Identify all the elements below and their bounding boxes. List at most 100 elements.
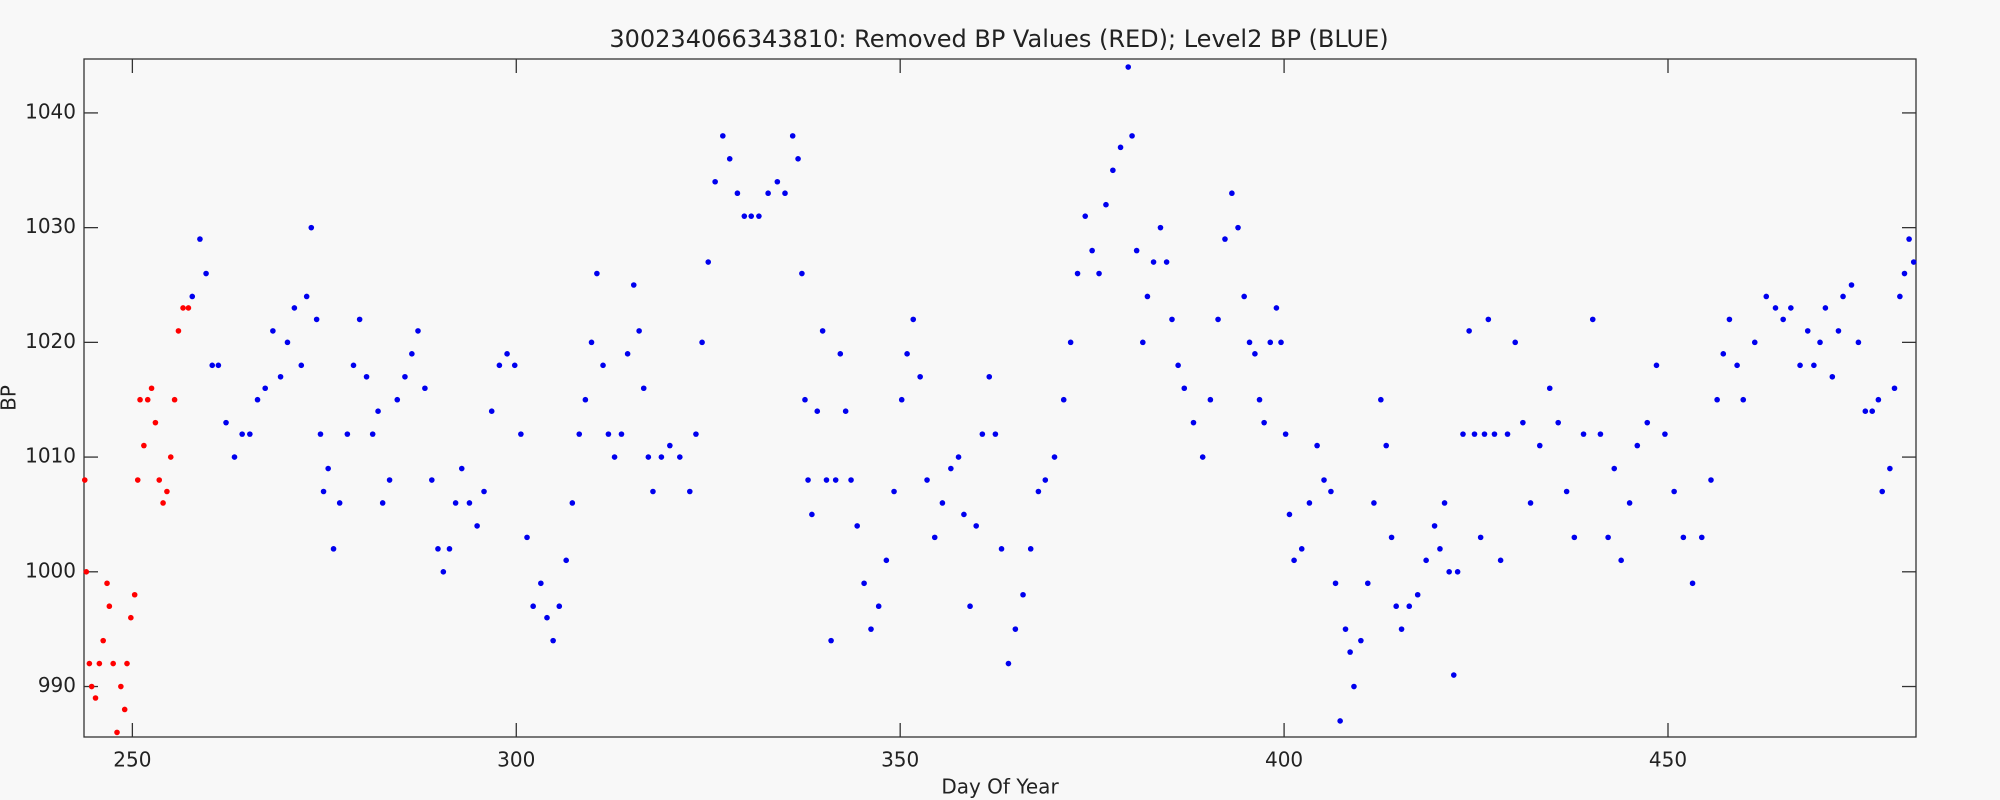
data-point <box>422 385 428 392</box>
data-point <box>1512 339 1519 346</box>
data-point <box>446 546 453 552</box>
data-point <box>1103 201 1109 208</box>
data-point <box>356 316 363 323</box>
data-point <box>1110 167 1116 174</box>
data-point <box>1491 431 1498 437</box>
data-point <box>1278 339 1284 346</box>
data-point <box>576 431 583 437</box>
data-point <box>134 477 141 483</box>
data-point <box>1393 603 1399 610</box>
data-point <box>1840 293 1846 300</box>
data-point <box>992 431 999 437</box>
data-point <box>789 133 796 139</box>
data-point <box>1133 247 1140 254</box>
data-point <box>1460 431 1466 437</box>
data-point <box>832 477 839 483</box>
data-point <box>1597 431 1604 437</box>
x-tick-label: 300 <box>497 748 535 772</box>
data-point <box>429 477 435 483</box>
x-tick-label: 250 <box>113 748 151 772</box>
data-point <box>325 465 331 472</box>
data-point <box>636 328 642 334</box>
data-point <box>588 339 595 346</box>
data-point <box>1235 224 1241 231</box>
data-point <box>1855 339 1862 346</box>
data-point <box>1229 190 1235 197</box>
data-point <box>1306 500 1313 506</box>
data-point <box>667 442 673 449</box>
data-point <box>1342 626 1349 632</box>
data-point <box>582 396 589 403</box>
data-point <box>254 396 261 403</box>
data-point <box>1144 293 1151 300</box>
data-point <box>96 660 103 667</box>
data-point <box>1520 419 1526 426</box>
data-point <box>1364 580 1371 587</box>
data-point <box>1089 247 1095 254</box>
data-point <box>883 557 890 564</box>
data-point <box>1740 396 1747 403</box>
data-point <box>1074 270 1081 277</box>
data-point <box>1207 396 1214 403</box>
data-point <box>394 396 401 403</box>
data-point <box>1383 442 1390 449</box>
data-point <box>712 178 718 185</box>
data-point <box>1897 293 1903 300</box>
data-point <box>1571 534 1578 541</box>
data-point <box>1286 511 1293 518</box>
data-point <box>262 385 269 392</box>
data-point <box>386 477 393 483</box>
data-point <box>1358 637 1364 644</box>
data-point <box>350 362 357 369</box>
data-point <box>175 328 182 334</box>
data-point <box>605 431 612 437</box>
data-point <box>1291 557 1297 564</box>
data-point <box>1096 270 1102 277</box>
data-point <box>330 546 337 552</box>
data-point <box>1241 293 1247 300</box>
y-tick-label: 1020 <box>25 329 76 353</box>
y-tick-label: 1030 <box>25 214 76 238</box>
data-point <box>1466 328 1472 334</box>
data-point <box>1450 672 1457 678</box>
data-point <box>805 477 811 483</box>
data-point <box>1471 431 1478 437</box>
data-point <box>458 465 465 472</box>
data-point <box>1181 385 1188 392</box>
data-point <box>910 316 917 323</box>
data-point <box>594 270 600 277</box>
data-point <box>1414 591 1421 598</box>
data-point <box>1378 396 1384 403</box>
data-point <box>104 580 110 587</box>
data-point <box>1536 442 1543 449</box>
data-point <box>939 500 946 506</box>
data-point <box>1140 339 1146 346</box>
data-point <box>1199 454 1206 460</box>
data-point <box>720 133 726 139</box>
data-point <box>1332 580 1339 587</box>
data-point <box>1082 213 1089 219</box>
data-point <box>917 373 923 380</box>
data-point <box>1423 557 1429 564</box>
data-point <box>1680 534 1687 541</box>
data-point <box>435 546 441 552</box>
data-point <box>118 683 124 690</box>
data-point <box>167 454 174 460</box>
x-tick-label: 350 <box>881 748 919 772</box>
data-point <box>284 339 291 346</box>
data-point <box>600 362 606 369</box>
data-point <box>748 213 755 219</box>
data-point <box>842 408 849 414</box>
plot-frame <box>83 58 1917 738</box>
data-point <box>171 396 178 403</box>
data-point <box>1848 282 1855 288</box>
data-point <box>466 500 473 506</box>
data-point <box>1051 454 1058 460</box>
data-point <box>868 626 874 632</box>
data-point <box>645 454 652 460</box>
data-point <box>474 523 480 529</box>
data-point <box>1005 660 1012 667</box>
data-point <box>677 454 683 460</box>
data-point <box>1481 431 1488 437</box>
data-point <box>1337 718 1343 724</box>
